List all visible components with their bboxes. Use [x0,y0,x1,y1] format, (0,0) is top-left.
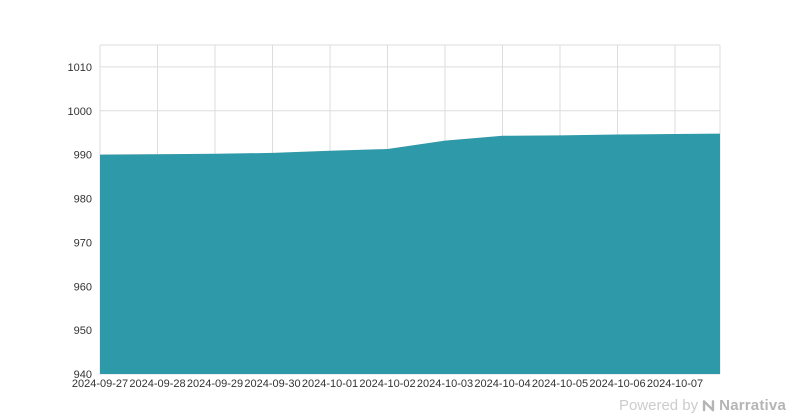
y-tick-label: 940 [74,369,92,381]
x-tick-label: 2024-09-28 [129,378,185,390]
watermark: Powered by Narrativa [619,397,786,414]
x-tick-label: 2024-09-30 [244,378,300,390]
x-tick-label: 2024-09-29 [187,378,243,390]
x-tick-label: 2024-10-05 [532,378,588,390]
x-tick-label: 2024-10-04 [474,378,530,390]
y-tick-label: 950 [74,325,92,337]
watermark-brand: Narrativa [719,397,786,414]
area-series [100,133,720,374]
y-tick-label: 970 [74,237,92,249]
x-tick-label: 2024-10-02 [359,378,415,390]
y-tick-label: 990 [74,150,92,162]
y-tick-label: 1000 [68,106,92,118]
y-tick-label: 1010 [68,62,92,74]
x-tick-label: 2024-10-07 [647,378,703,390]
x-tick-label: 2024-09-27 [72,378,128,390]
x-tick-label: 2024-10-03 [417,378,473,390]
narrativa-logo-icon [702,399,715,412]
x-tick-label: 2024-10-06 [589,378,645,390]
watermark-prefix: Powered by [618,397,699,414]
y-tick-label: 960 [74,281,92,293]
x-tick-label: 2024-10-01 [302,378,358,390]
y-tick-label: 980 [74,194,92,206]
